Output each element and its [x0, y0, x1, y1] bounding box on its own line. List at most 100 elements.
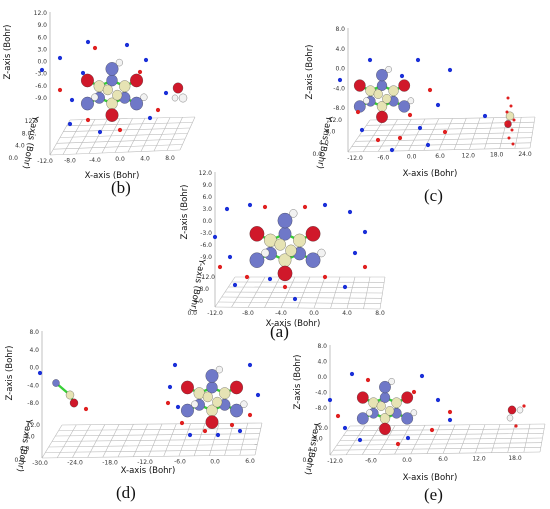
oxygen-atom	[356, 391, 369, 404]
y-tick-label: 0.0	[8, 155, 18, 162]
carbon-atom	[376, 401, 386, 411]
blue-point	[167, 384, 173, 390]
hydrogen-atom	[317, 248, 326, 258]
z-tick-label: -3.0	[35, 71, 47, 78]
blue-point	[172, 362, 178, 368]
red-point	[407, 112, 413, 118]
y-tick-label: 4.0	[193, 298, 203, 305]
y-tick-label: 0.0	[187, 310, 197, 317]
blue-point	[69, 97, 75, 103]
blue-point	[212, 234, 218, 240]
y-tick-label: 8.0	[313, 436, 323, 443]
blue-point	[405, 435, 411, 441]
grid-line	[58, 428, 261, 431]
oxygen-atom	[376, 110, 388, 124]
red-point	[217, 264, 223, 270]
grid-line	[55, 433, 260, 437]
nitrogen-atom	[356, 412, 369, 425]
x-tick-label: -18.0	[102, 459, 118, 466]
floor-grid	[214, 172, 386, 310]
x-tick-label: -4.0	[275, 310, 287, 317]
y-tick-label: 12.0	[27, 422, 41, 429]
carbon-atom	[385, 406, 395, 416]
x-tick-label: -6.0	[174, 459, 186, 466]
x-tick-label: -4.0	[89, 157, 101, 164]
red-point	[505, 110, 509, 114]
red-point	[85, 117, 91, 123]
y-tick-label: 12.0	[329, 117, 343, 124]
blue-point	[85, 39, 91, 45]
oxygen-atom	[401, 391, 414, 404]
grid-line	[61, 422, 263, 426]
x-tick-label: -12.0	[37, 158, 53, 165]
x-tick-label: 0.0	[407, 154, 417, 161]
y-axis-label: Y-axis (Bohr)	[187, 257, 206, 312]
x-tick-label: -6.0	[377, 154, 389, 161]
red-point	[302, 204, 308, 210]
blue-point	[292, 296, 298, 302]
y-axis-label: Y-axis (Bohr)	[302, 420, 321, 475]
blue-point	[255, 392, 261, 398]
nitrogen-atom	[249, 252, 265, 268]
nitrogen-atom	[305, 252, 321, 268]
z-tick-label: 4.0	[29, 347, 39, 354]
blue-point	[482, 113, 488, 119]
x-tick-label: 0.0	[402, 457, 412, 464]
x-tick-label: 8.0	[165, 155, 175, 162]
grid-line	[48, 444, 258, 448]
panel-d: -30.0 -24.0 -18.0 -12.0 -6.0 0.0 6.0 0.0 4.0 8.0 1…	[0, 325, 270, 483]
floor-grid	[49, 12, 196, 156]
oxygen-atom	[507, 405, 517, 415]
y-tick-label: 8.0	[199, 286, 209, 293]
hydrogen-atom	[171, 94, 179, 102]
y-tick-label: 4.0	[319, 140, 329, 147]
blue-point	[399, 73, 405, 79]
carbon-atom	[388, 85, 399, 97]
red-point	[511, 142, 515, 146]
grid-line	[343, 433, 544, 436]
x-tick-label: -8.0	[242, 310, 254, 317]
caption-a: (a)	[270, 322, 289, 341]
red-point	[322, 274, 328, 280]
blue-point	[352, 250, 358, 256]
hydrogen-atom	[516, 406, 524, 414]
caption-d: (d)	[116, 483, 136, 502]
x-tick-label: 8.0	[375, 310, 385, 317]
red-point	[365, 377, 371, 383]
red-point	[510, 128, 514, 132]
nitrogen-atom	[130, 96, 144, 111]
blue-point	[37, 370, 43, 376]
x-tick-label: 12.0	[472, 456, 486, 463]
blue-point	[227, 254, 233, 260]
x-tick-label: 0.0	[115, 156, 125, 163]
z-tick-label: -6.0	[35, 83, 47, 90]
nitrogen-atom	[379, 380, 391, 394]
grid-line	[221, 296, 382, 299]
x-tick-label: 18.0	[490, 152, 504, 159]
panel-a-plot: -12.0 -8.0 -4.0 0.0 4.0 8.0 0.0 4.0 8.0 12.0 12.0 9…	[180, 170, 386, 329]
grid-line	[358, 132, 533, 137]
blue-point	[97, 129, 103, 135]
nitrogen-atom	[80, 96, 94, 111]
blue-point	[349, 371, 355, 377]
blue-point	[322, 202, 328, 208]
nitrogen-atom	[206, 381, 218, 394]
red-point	[512, 118, 516, 122]
oxygen-atom	[230, 380, 244, 395]
red-point	[202, 428, 208, 434]
red-point	[506, 96, 510, 100]
red-point	[247, 412, 253, 418]
grid-line	[336, 442, 542, 446]
carbon-atom	[293, 233, 306, 248]
hydrogen-atom	[289, 209, 298, 218]
y-tick-label: 8.0	[326, 128, 336, 135]
nitrogen-atom	[398, 100, 411, 113]
blue-point	[224, 206, 230, 212]
z-tick-label: -3.0	[200, 230, 212, 237]
nitrogen-atom	[376, 80, 388, 91]
z-tick-label: 9.0	[37, 22, 47, 29]
carbon-atom	[285, 244, 297, 257]
z-tick-label: 12.0	[199, 170, 213, 177]
blue-point	[327, 397, 333, 403]
carbon-atom	[65, 390, 75, 400]
